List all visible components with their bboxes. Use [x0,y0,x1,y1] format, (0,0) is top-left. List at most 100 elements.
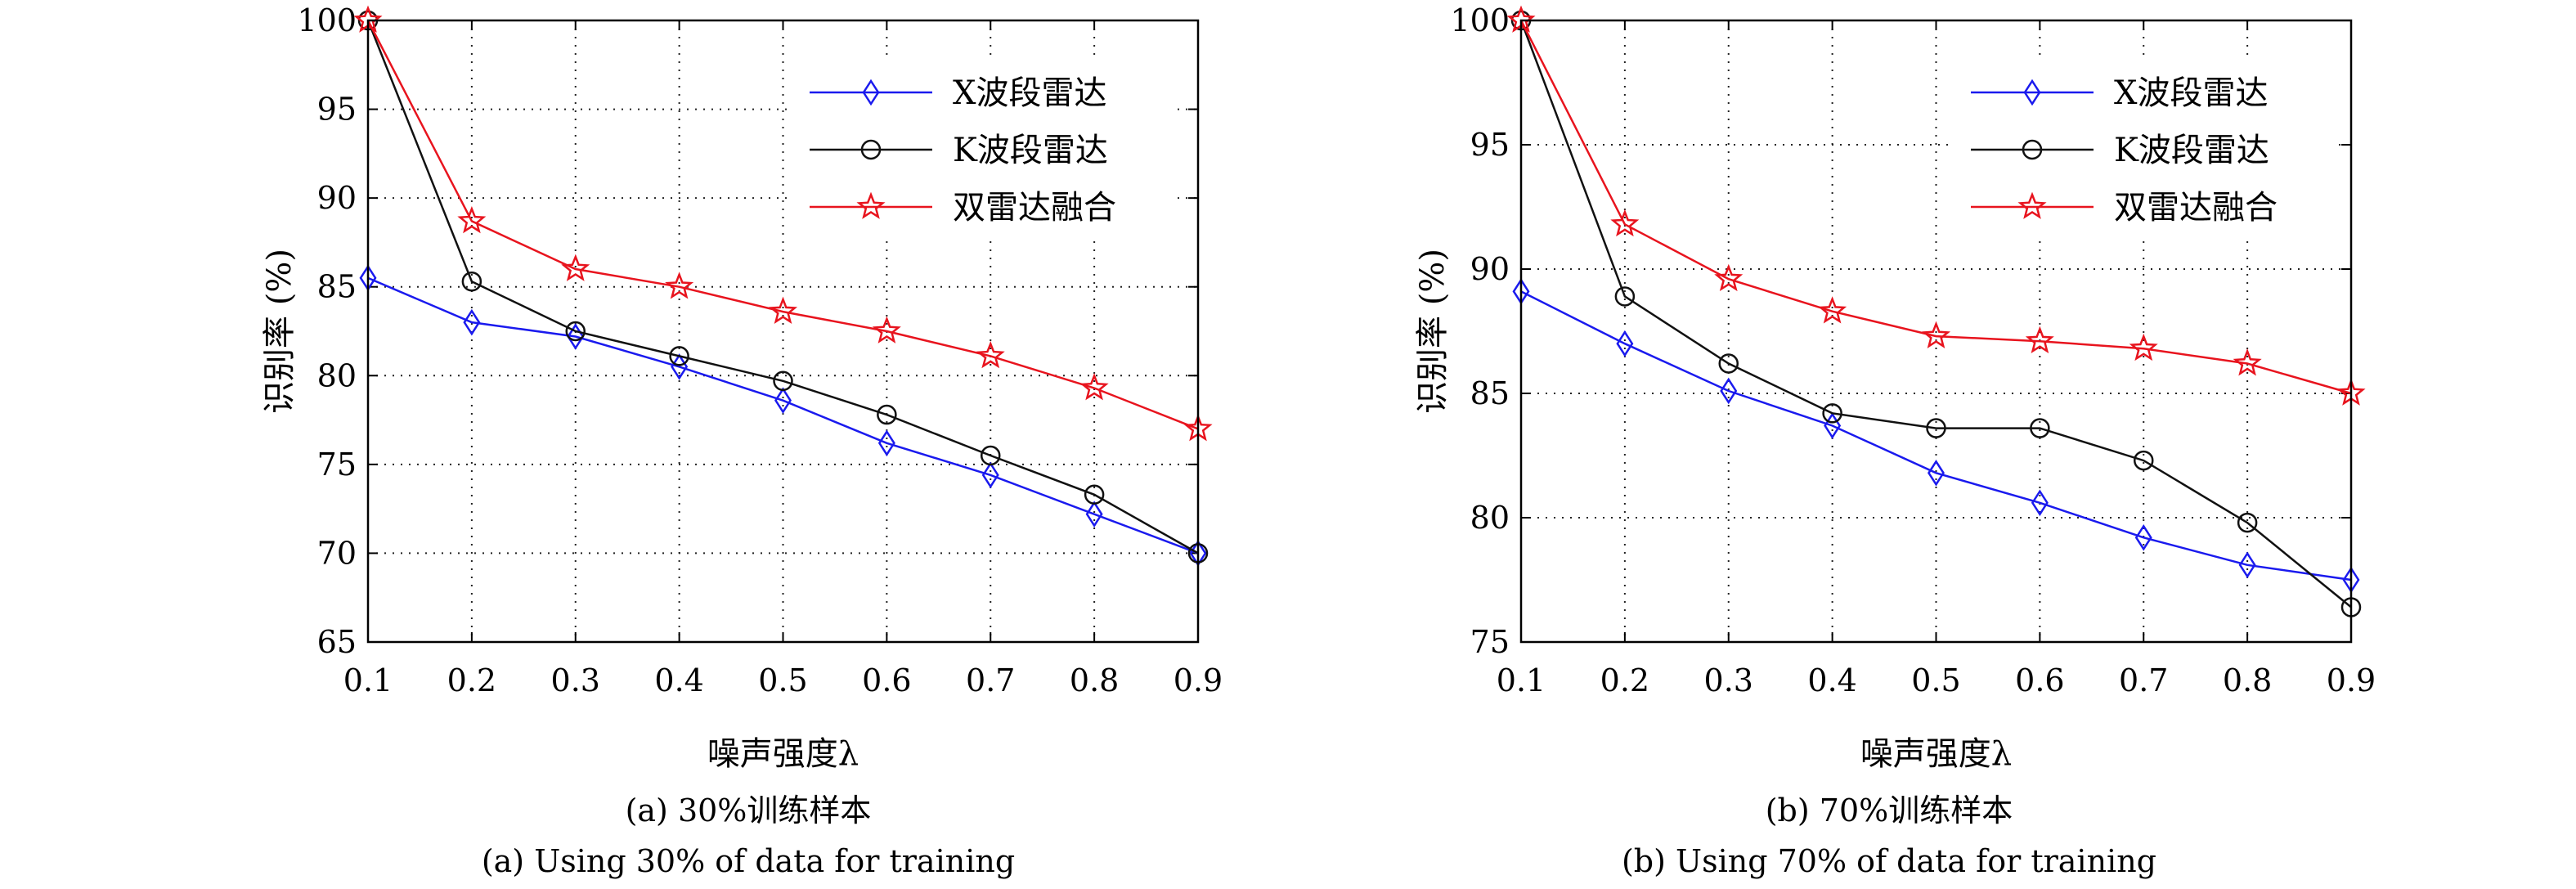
series-line [1520,290,2352,581]
caption-b-cn: (b) 70%训练样本 [1765,792,2013,828]
caption-a-en: (a) Using 30% of data for training [481,843,1016,879]
x-tick-label: 0.4 [1807,662,1856,698]
data-point [2237,512,2258,533]
data-point [463,308,481,336]
series-circle [357,10,1209,563]
data-point [561,254,590,281]
data-point [665,272,694,299]
data-point [877,404,897,425]
data-point [2025,326,2054,354]
x-tick-label: 0.9 [1174,662,1223,698]
x-tick-label: 0.1 [1497,662,1546,698]
x-tick-label: 0.6 [862,662,911,698]
legend-marker [862,79,880,106]
legend-label: X波段雷达 [2114,74,2268,112]
series-line [366,20,1199,555]
data-point [1614,286,1636,307]
legend-marker [2017,191,2047,219]
data-point [565,321,586,342]
y-axis-label: 识别率 (%) [1414,249,1452,414]
data-point [2030,418,2050,438]
x-tick-label: 0.6 [2015,662,2064,698]
x-tick-label: 0.8 [2223,662,2272,698]
legend-marker [860,139,882,160]
data-point [2134,524,2152,551]
data-point [1084,484,1105,505]
y-tick-label: 85 [1470,375,1510,411]
data-point [2129,333,2158,361]
y-tick-label: 85 [317,269,357,305]
data-point [768,296,798,324]
x-axis-label: 噪声强度λ [1860,735,2012,773]
x-tick-label: 0.2 [1600,662,1649,698]
y-tick-label: 95 [1470,127,1510,163]
x-tick-label: 0.2 [447,662,496,698]
chart-a: 0.1 0.2 0.3 0.4 0.5 0.6 0.7 0.8 0.9 65 70 75 80 85 90 9… [261,2,1223,773]
legend-marker [2022,139,2043,160]
x-tick-label: 0.4 [654,662,703,698]
data-point [2233,348,2262,376]
tick-labels: 0.1 0.2 0.3 0.4 0.5 0.6 0.7 0.8 0.9 75 80 85 90 95 100 [1450,2,2376,698]
legend-label: K波段雷达 [2114,132,2269,169]
series-line [366,20,1199,430]
data-point [669,346,689,366]
data-point [1926,418,1946,438]
data-point [1616,330,1634,357]
data-point [457,205,487,234]
data-point [1714,263,1744,292]
data-point [1085,501,1103,528]
x-tick-label: 0.3 [1704,662,1753,698]
data-point [461,271,482,292]
x-tick-label: 0.7 [966,662,1015,698]
chart-b: 0.1 0.2 0.3 0.4 0.5 0.6 0.7 0.8 0.9 75 80 85 90 95 100… [1414,2,2376,773]
y-tick-label: 75 [317,447,357,483]
series-line [1519,20,2352,608]
data-point [976,341,1005,369]
data-point [2031,489,2049,517]
data-point [1718,353,1739,374]
data-point [773,370,793,392]
legend-marker [2023,79,2041,106]
data-point [1928,459,1945,487]
series-diamond [1512,278,2360,594]
legend-label: K波段雷达 [953,132,1108,169]
y-tick-label: 80 [317,357,357,393]
data-point [877,429,895,457]
data-point [774,387,792,414]
y-tick-label: 90 [317,180,357,216]
x-tick-label: 0.3 [551,662,600,698]
data-point [981,445,1001,466]
data-point [1079,373,1109,401]
x-tick-label: 0.5 [758,662,807,698]
legend-label: X波段雷达 [953,74,1106,112]
x-axis-label: 噪声强度λ [707,735,859,773]
plot-frame [1519,19,2353,644]
x-tick-label: 0.1 [343,662,393,698]
legend-label: 双雷达融合 [953,189,1116,227]
x-tick-label: 0.9 [2327,662,2376,698]
y-tick-label: 100 [1450,2,1510,38]
y-tick-label: 80 [1470,500,1510,536]
data-point [1818,296,1847,324]
y-tick-label: 95 [317,92,357,128]
tick-labels: 0.1 0.2 0.3 0.4 0.5 0.6 0.7 0.8 0.9 65 70 75 80 85 90 9… [297,2,1223,698]
caption-b-en: (b) Using 70% of data for training [1621,843,2156,879]
data-point [2238,551,2256,579]
x-tick-label: 0.5 [1911,662,1960,698]
series-line [1519,20,2352,395]
data-point [1610,209,1640,237]
y-tick-label: 75 [1470,624,1510,660]
x-tick-label: 0.7 [2119,662,2168,698]
legend-marker [856,191,886,219]
data-point [1921,321,1951,348]
y-tick-label: 90 [1470,251,1510,287]
legend-label: 双雷达融合 [2114,189,2278,227]
caption-a-cn: (a) 30%训练样本 [625,792,872,828]
data-point [1822,403,1842,424]
series-star [353,5,1213,442]
data-point [872,316,901,343]
x-tick-label: 0.8 [1070,662,1119,698]
